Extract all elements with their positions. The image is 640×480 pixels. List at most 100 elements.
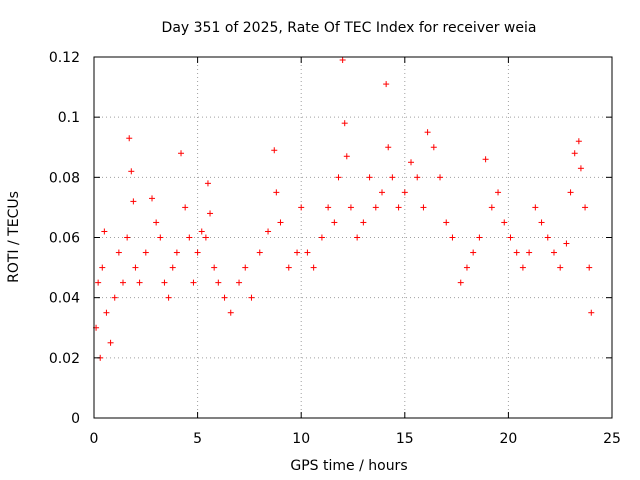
data-point [476, 234, 483, 241]
data-point [294, 249, 301, 256]
y-tick-label: 0.1 [58, 110, 80, 126]
data-point [103, 309, 110, 316]
data-point [157, 234, 164, 241]
data-point [538, 219, 545, 226]
data-point [408, 159, 415, 166]
data-point [194, 249, 201, 256]
data-point [550, 249, 557, 256]
data-point [186, 234, 193, 241]
data-point [153, 219, 160, 226]
data-point [507, 234, 514, 241]
data-point [360, 219, 367, 226]
data-point [298, 204, 305, 211]
data-point [424, 129, 431, 136]
y-tick-label: 0.04 [49, 291, 80, 307]
data-point [285, 264, 292, 271]
data-point [198, 228, 205, 235]
data-point [366, 174, 373, 181]
y-tick-label: 0.08 [49, 170, 80, 186]
data-point [557, 264, 564, 271]
data-point [339, 57, 346, 64]
data-point [501, 219, 508, 226]
data-point [211, 264, 218, 271]
axis-ticks: 0 5 10 15 20 25 0 0.02 0.04 0.06 0.08 0.1 0.12 [49, 50, 621, 447]
data-point [343, 153, 350, 160]
data-point [544, 234, 551, 241]
data-point [132, 264, 139, 271]
data-point [325, 204, 332, 211]
data-point [256, 249, 263, 256]
data-point [563, 240, 570, 247]
data-point [470, 249, 477, 256]
data-point [136, 279, 143, 286]
data-point [95, 279, 102, 286]
data-point [242, 264, 249, 271]
y-tick-label: 0 [71, 411, 80, 427]
data-point [173, 249, 180, 256]
data-point [128, 168, 135, 175]
data-point [575, 138, 582, 145]
data-point [215, 279, 222, 286]
data-point [567, 189, 574, 196]
data-point [347, 204, 354, 211]
y-axis-title: ROTI / TECUs [6, 191, 22, 283]
y-tick-label: 0.06 [49, 231, 80, 247]
data-point [571, 150, 578, 157]
data-point [99, 264, 106, 271]
data-point [204, 180, 211, 187]
x-tick-label: 10 [292, 431, 310, 447]
data-point [111, 294, 118, 301]
data-point [513, 249, 520, 256]
data-point [101, 228, 108, 235]
data-point [457, 279, 464, 286]
data-point [265, 228, 272, 235]
data-point [236, 279, 243, 286]
data-point [178, 150, 185, 157]
data-point [383, 81, 390, 88]
data-point [482, 156, 489, 163]
data-point [273, 189, 280, 196]
x-tick-label: 5 [193, 431, 202, 447]
data-point [414, 174, 421, 181]
data-point [437, 174, 444, 181]
chart-title: Day 351 of 2025, Rate Of TEC Index for r… [162, 20, 537, 36]
x-axis-title: GPS time / hours [290, 458, 407, 474]
data-point [115, 249, 122, 256]
data-point [449, 234, 456, 241]
data-point [318, 234, 325, 241]
data-point [526, 249, 533, 256]
data-point [248, 294, 255, 301]
data-point [354, 234, 361, 241]
data-point [586, 264, 593, 271]
x-tick-label: 25 [603, 431, 621, 447]
data-point [161, 279, 168, 286]
data-point [331, 219, 338, 226]
data-point [577, 165, 584, 172]
data-point [126, 135, 133, 142]
data-point [202, 234, 209, 241]
y-tick-label: 0.02 [49, 351, 80, 367]
data-point [107, 339, 114, 346]
data-point [169, 264, 176, 271]
data-point [277, 219, 284, 226]
grid-lines [94, 57, 612, 418]
data-point [430, 144, 437, 151]
data-point [271, 147, 278, 154]
data-point [335, 174, 342, 181]
x-tick-label: 0 [90, 431, 99, 447]
data-point [379, 189, 386, 196]
data-point [463, 264, 470, 271]
data-point [182, 204, 189, 211]
y-tick-label: 0.12 [49, 50, 80, 66]
data-point [227, 309, 234, 316]
data-point [443, 219, 450, 226]
data-point [420, 204, 427, 211]
data-point [221, 294, 228, 301]
data-point [207, 210, 214, 217]
data-point [190, 279, 197, 286]
data-point [588, 309, 595, 316]
data-point [389, 174, 396, 181]
data-point [582, 204, 589, 211]
